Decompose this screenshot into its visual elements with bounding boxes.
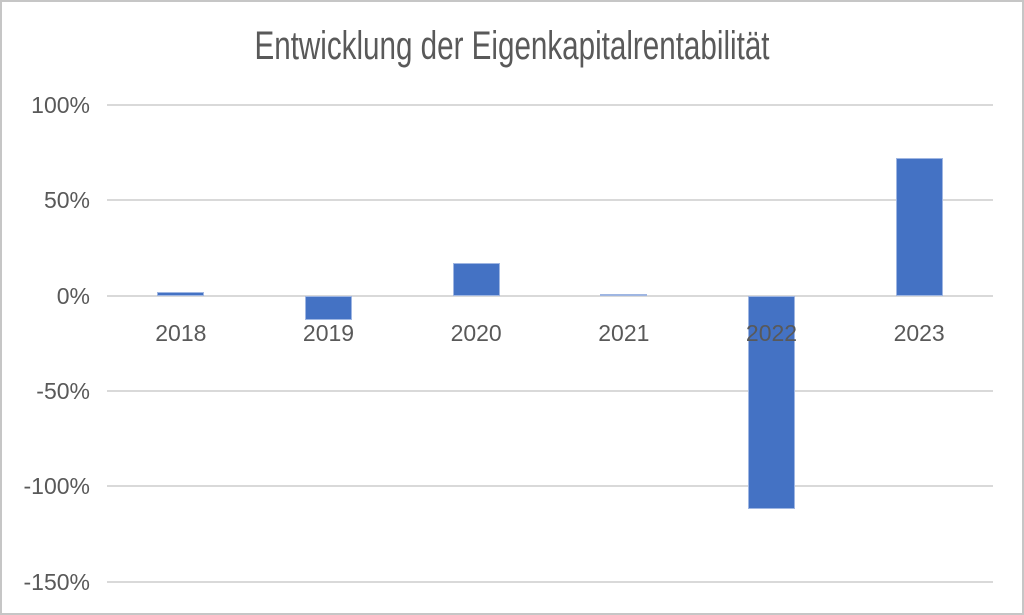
gridline-50% xyxy=(107,199,993,202)
x-axis-category-label: 2022 xyxy=(745,319,798,346)
gridline--100% xyxy=(107,485,993,488)
x-axis-category-label: 2021 xyxy=(598,319,650,346)
y-axis-tick-label: 100% xyxy=(31,92,90,118)
chart-title: Entwicklung der Eigenkapitalrentabilität xyxy=(254,24,770,68)
x-axis-category-label: 2020 xyxy=(450,319,502,346)
y-axis-tick-label: -100% xyxy=(23,473,90,500)
bar-2019 xyxy=(305,295,352,321)
x-axis-category-label: 2019 xyxy=(302,319,355,346)
y-axis-tick-label: -150% xyxy=(23,568,90,595)
gridline--50% xyxy=(107,389,993,392)
gridline-0% xyxy=(107,294,993,297)
gridline--150% xyxy=(107,580,993,583)
bar-2023 xyxy=(895,158,943,296)
bar-2022 xyxy=(748,295,795,510)
x-axis-category-label: 2018 xyxy=(155,319,207,346)
bar-2018 xyxy=(157,291,205,296)
y-axis-tick-label: -50% xyxy=(36,377,90,404)
y-axis-tick-label: 50% xyxy=(43,187,90,214)
gridline-100% xyxy=(107,104,993,106)
y-axis-tick-label: 0% xyxy=(56,282,90,309)
bar-2020 xyxy=(452,263,500,296)
x-axis-category-label: 2023 xyxy=(893,319,945,346)
bar-2021 xyxy=(600,294,648,297)
